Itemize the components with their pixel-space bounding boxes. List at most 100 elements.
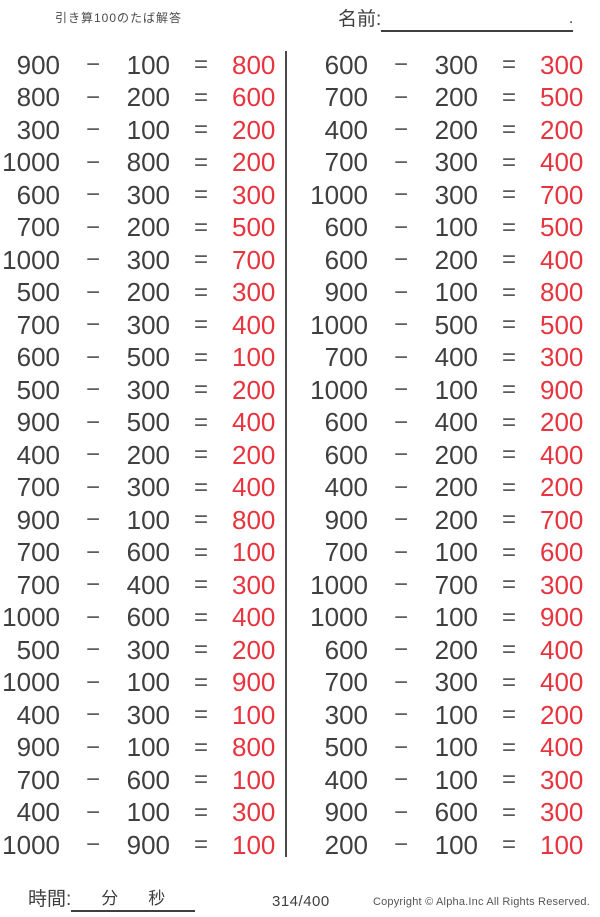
minuend: 300: [16, 114, 60, 145]
equals-sign: =: [501, 441, 516, 469]
problem-row: 500 − 200 = 300: [2, 277, 285, 310]
subtrahend: 100: [434, 374, 478, 405]
subtrahend: 100: [434, 764, 478, 795]
answer: 100: [232, 537, 276, 568]
minus-sign: −: [85, 733, 100, 761]
problem-row: 600 − 200 = 400: [310, 244, 600, 277]
minus-sign: −: [393, 148, 408, 176]
problem-row: 900 − 500 = 400: [2, 407, 285, 440]
problem-row: 1000 − 100 = 900: [2, 667, 285, 700]
problem-row: 1000 − 600 = 400: [2, 602, 285, 635]
minuend: 600: [16, 179, 60, 210]
subtrahend: 500: [126, 342, 170, 373]
answer: 300: [540, 342, 584, 373]
minus-sign: −: [85, 701, 100, 729]
problem-row: 900 − 100 = 800: [2, 504, 285, 537]
subtrahend: 200: [434, 472, 478, 503]
minus-sign: −: [85, 246, 100, 274]
seconds-label: 秒: [148, 889, 166, 908]
minus-sign: −: [393, 831, 408, 859]
time-label: 時間:: [28, 889, 72, 910]
equals-sign: =: [501, 213, 516, 241]
answer: 700: [540, 179, 584, 210]
minuend: 400: [324, 764, 368, 795]
problem-row: 700 − 300 = 400: [310, 667, 600, 700]
equals-sign: =: [193, 668, 208, 696]
answer: 200: [540, 407, 584, 438]
minuend: 600: [324, 49, 368, 80]
equals-sign: =: [501, 343, 516, 371]
minuend: 900: [324, 277, 368, 308]
minus-sign: −: [393, 408, 408, 436]
problem-row: 400 − 200 = 200: [310, 114, 600, 147]
problem-row: 500 − 300 = 200: [2, 374, 285, 407]
equals-sign: =: [501, 766, 516, 794]
time-blank-line: 分 秒: [71, 884, 196, 912]
subtrahend: 200: [434, 504, 478, 535]
answer: 400: [540, 667, 584, 698]
subtrahend: 900: [126, 829, 170, 860]
equals-sign: =: [193, 213, 208, 241]
problems-column-right: 600 − 300 = 300 700 − 200 = 500 400 − 20…: [287, 49, 600, 862]
problem-row: 700 − 600 = 100: [2, 537, 285, 570]
minus-sign: −: [85, 343, 100, 371]
minuend: 700: [16, 764, 60, 795]
minuend: 900: [16, 49, 60, 80]
problem-row: 600 − 100 = 500: [310, 212, 600, 245]
minus-sign: −: [393, 701, 408, 729]
equals-sign: =: [501, 116, 516, 144]
minuend: 1000: [310, 602, 368, 633]
minutes-label: 分: [101, 889, 119, 908]
subtrahend: 300: [126, 634, 170, 665]
subtrahend: 200: [434, 244, 478, 275]
answer: 900: [540, 374, 584, 405]
equals-sign: =: [193, 831, 208, 859]
problem-row: 400 − 100 = 300: [310, 764, 600, 797]
problem-row: 1000 − 100 = 900: [310, 602, 600, 635]
answer: 300: [232, 797, 276, 828]
minus-sign: −: [85, 148, 100, 176]
subtrahend: 100: [434, 602, 478, 633]
equals-sign: =: [193, 636, 208, 664]
subtrahend: 200: [126, 82, 170, 113]
name-blank-line: .: [381, 6, 574, 32]
problem-row: 1000 − 300 = 700: [2, 244, 285, 277]
problem-row: 600 − 300 = 300: [2, 179, 285, 212]
equals-sign: =: [193, 278, 208, 306]
problem-row: 700 − 200 = 500: [310, 82, 600, 115]
minus-sign: −: [393, 766, 408, 794]
minus-sign: −: [393, 668, 408, 696]
answer: 900: [232, 667, 276, 698]
minus-sign: −: [393, 213, 408, 241]
footer: 時間: 分 秒 314/400 Copyright © Alpha.Inc Al…: [0, 882, 600, 914]
subtrahend: 200: [434, 114, 478, 145]
subtrahend: 300: [126, 244, 170, 275]
problem-row: 900 − 100 = 800: [2, 732, 285, 765]
minuend: 400: [16, 439, 60, 470]
equals-sign: =: [501, 311, 516, 339]
page-indicator: 314/400: [272, 893, 330, 910]
subtrahend: 300: [126, 374, 170, 405]
problem-row: 800 − 200 = 600: [2, 82, 285, 115]
minus-sign: −: [393, 798, 408, 826]
answer: 400: [232, 407, 276, 438]
subtrahend: 600: [126, 537, 170, 568]
answer: 400: [540, 634, 584, 665]
minus-sign: −: [393, 571, 408, 599]
minus-sign: −: [85, 83, 100, 111]
minuend: 700: [324, 82, 368, 113]
subtrahend: 600: [434, 797, 478, 828]
equals-sign: =: [501, 636, 516, 664]
equals-sign: =: [193, 148, 208, 176]
equals-sign: =: [501, 408, 516, 436]
problems-area: 900 − 100 = 800 800 − 200 = 600 300 − 10…: [0, 49, 600, 862]
minuend: 900: [324, 504, 368, 535]
subtrahend: 200: [126, 277, 170, 308]
minuend: 900: [16, 407, 60, 438]
equals-sign: =: [193, 701, 208, 729]
answer: 800: [232, 49, 276, 80]
problem-row: 200 − 100 = 100: [310, 829, 600, 862]
time-area: 時間: 分 秒: [28, 884, 196, 912]
equals-sign: =: [501, 278, 516, 306]
minuend: 700: [16, 472, 60, 503]
